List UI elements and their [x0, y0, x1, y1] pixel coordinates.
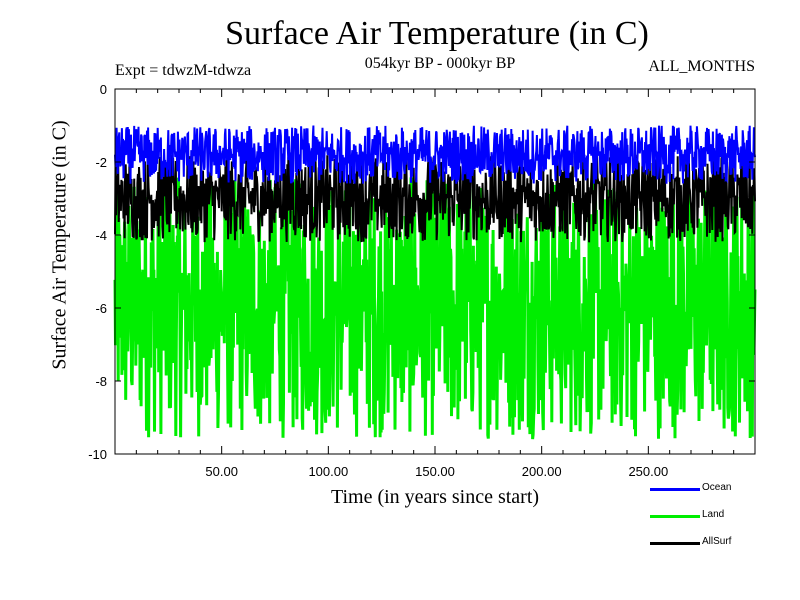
x-axis-label: Time (in years since start)	[330, 486, 540, 508]
legend-swatch-ocean	[650, 488, 700, 491]
y-tick-label: -10	[88, 447, 107, 462]
chart-title: Surface Air Temperature (in C)	[225, 15, 649, 52]
y-tick-label: -6	[95, 301, 107, 316]
y-tick-label: -4	[95, 228, 107, 243]
legend-label-ocean: Ocean	[702, 482, 732, 493]
legend-item-land: Land	[650, 507, 780, 534]
x-tick-label: 250.00	[628, 464, 668, 479]
legend-label-allsurf: AllSurf	[702, 536, 732, 547]
x-tick-label: 100.00	[308, 464, 348, 479]
period-label: 054kyr BP - 000kyr BP	[364, 55, 516, 72]
legend-label-land: Land	[702, 509, 725, 520]
series-line-land	[113, 177, 757, 440]
y-tick-label: 0	[100, 82, 107, 97]
x-tick-label: 150.00	[415, 464, 455, 479]
legend-item-ocean: Ocean	[650, 480, 780, 507]
x-tick-label: 200.00	[522, 464, 562, 479]
months-label: ALL_MONTHS	[648, 58, 755, 75]
x-tick-label: 50.00	[205, 464, 238, 479]
legend-swatch-land	[650, 515, 700, 518]
y-tick-label: -2	[95, 155, 107, 170]
experiment-label: Expt = tdwzM-tdwza	[115, 62, 252, 79]
series-line-allsurf	[114, 154, 756, 243]
series-line-ocean	[114, 125, 756, 184]
legend: Ocean Land AllSurf	[650, 480, 780, 561]
legend-item-allsurf: AllSurf	[650, 534, 780, 561]
legend-swatch-allsurf	[650, 542, 700, 545]
y-tick-label: -8	[95, 374, 107, 389]
